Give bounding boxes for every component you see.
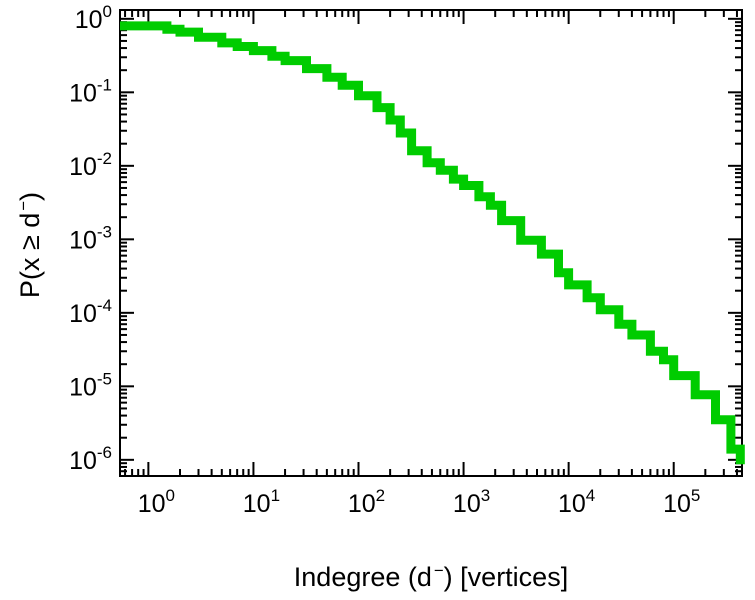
y-tick-label: 10-5 <box>69 369 112 401</box>
y-tick-label: 10-4 <box>69 296 112 328</box>
ccdf-curve <box>120 21 745 465</box>
y-tick-label: 10-3 <box>69 222 112 254</box>
plot-frame <box>119 9 743 477</box>
x-tick-label: 105 <box>663 486 700 518</box>
y-tick-label: 10-2 <box>69 149 112 181</box>
x-tick-label: 103 <box>453 486 490 518</box>
x-tick-label: 100 <box>138 486 175 518</box>
y-tick-label: 10-1 <box>69 75 112 107</box>
x-axis-title-close: ) [vertices] <box>443 562 569 592</box>
y-axis-title-superscript: − <box>14 200 33 211</box>
y-tick-label: 10-6 <box>69 443 112 475</box>
y-axis-title: P(x ≥ d−) <box>14 191 45 299</box>
y-axis-title-text: P(x ≥ d <box>15 212 45 299</box>
y-tick-label: 100 <box>75 2 112 34</box>
x-axis-title: Indegree (d −) [vertices] <box>293 561 569 592</box>
x-tick-label: 104 <box>558 486 595 518</box>
x-tick-label: 102 <box>348 486 385 518</box>
x-axis-title-superscript: − <box>433 561 444 580</box>
x-tick-label: 101 <box>243 486 280 518</box>
x-axis-title-text: Indegree (d <box>293 562 432 592</box>
y-axis-title-close: ) <box>15 191 45 201</box>
